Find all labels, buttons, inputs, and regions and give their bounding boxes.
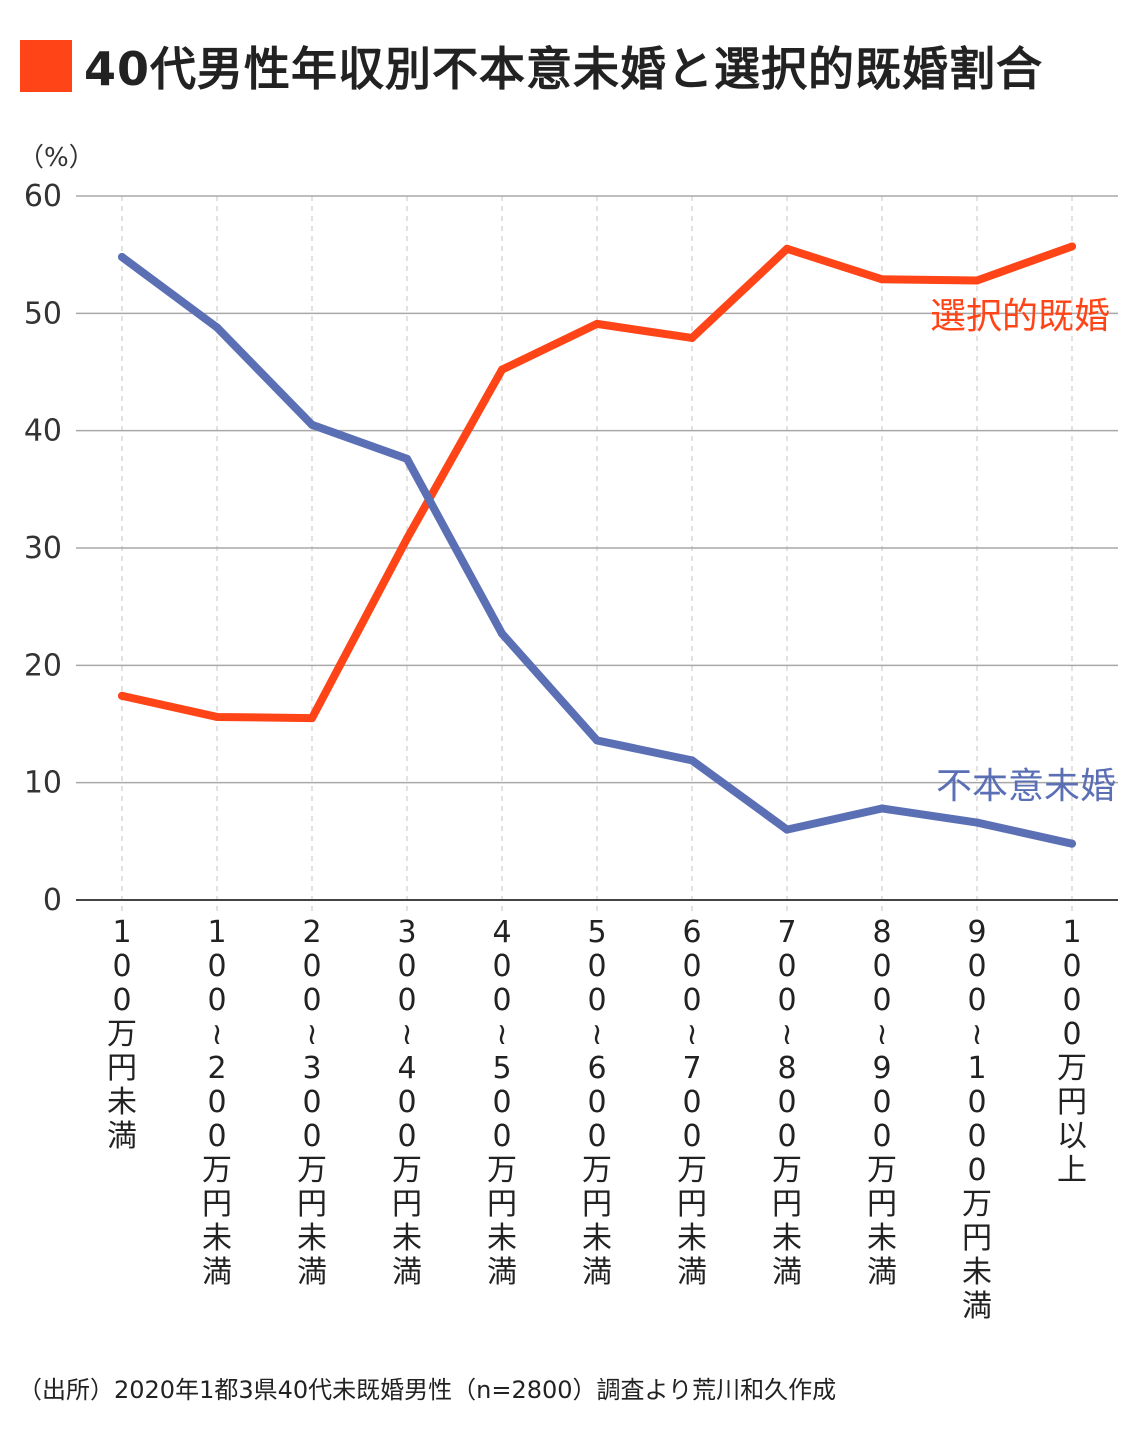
x-tick-label: 5 0 0 ≀ 6 0 0 万円未満 <box>582 915 612 1290</box>
x-tick-label: 2 0 0 ≀ 3 0 0 万円未満 <box>297 915 327 1290</box>
y-tick-label: 10 <box>24 766 62 801</box>
x-tick-label: 1 0 0 0 万円以上 <box>1057 915 1087 1188</box>
x-tick-label: 1 0 0 万円未満 <box>107 915 137 1154</box>
data-point <box>498 629 506 638</box>
chart-title-block: 40代男性年収別不本意未婚と選択的既婚割合 <box>20 38 1043 96</box>
series-label: 選択的既婚 <box>930 296 1110 337</box>
y-tick-label: 60 <box>24 179 62 214</box>
x-tick-label: 6 0 0 ≀ 7 0 0 万円未満 <box>677 915 707 1290</box>
y-tick-label: 20 <box>24 648 62 683</box>
data-point <box>783 244 791 253</box>
data-point <box>593 736 601 745</box>
data-point <box>403 454 411 463</box>
data-point <box>878 804 886 813</box>
y-tick-label: 50 <box>24 296 62 331</box>
y-unit-label: （%） <box>18 143 95 173</box>
title-marker-square <box>20 40 72 92</box>
chart-title: 40代男性年収別不本意未婚と選択的既婚割合 <box>84 42 1044 96</box>
data-point <box>688 756 696 765</box>
data-point <box>118 253 126 262</box>
y-tick-label: 40 <box>24 414 62 449</box>
data-point <box>973 818 981 827</box>
y-tick-label: 30 <box>24 531 62 566</box>
x-tick-label: 4 0 0 ≀ 5 0 0 万円未満 <box>487 915 517 1290</box>
series-label: 不本意未婚 <box>936 766 1116 807</box>
data-point <box>878 275 886 284</box>
data-point <box>308 714 316 723</box>
data-point <box>593 319 601 328</box>
data-point <box>688 333 696 342</box>
x-tick-label: 7 0 0 ≀ 8 0 0 万円未満 <box>772 915 802 1290</box>
data-point <box>498 365 506 374</box>
x-tick-label: 3 0 0 ≀ 4 0 0 万円未満 <box>392 915 422 1290</box>
x-tick-label: 1 0 0 ≀ 2 0 0 万円未満 <box>202 915 232 1290</box>
data-point <box>1068 839 1076 848</box>
data-point <box>1068 242 1076 251</box>
data-point <box>308 420 316 429</box>
x-tick-label: 9 0 0 ≀ 1 0 0 0 万円未満 <box>962 915 992 1324</box>
data-point <box>213 712 221 721</box>
data-point <box>973 276 981 285</box>
x-tick-label: 8 0 0 ≀ 9 0 0 万円未満 <box>867 915 897 1290</box>
data-point <box>403 534 411 543</box>
y-tick-label: 0 <box>43 883 62 918</box>
data-point <box>118 691 126 700</box>
source-note: （出所）2020年1都3県40代未既婚男性（n=2800）調査より荒川和久作成 <box>18 1376 837 1404</box>
data-point <box>783 825 791 834</box>
data-point <box>213 323 221 332</box>
